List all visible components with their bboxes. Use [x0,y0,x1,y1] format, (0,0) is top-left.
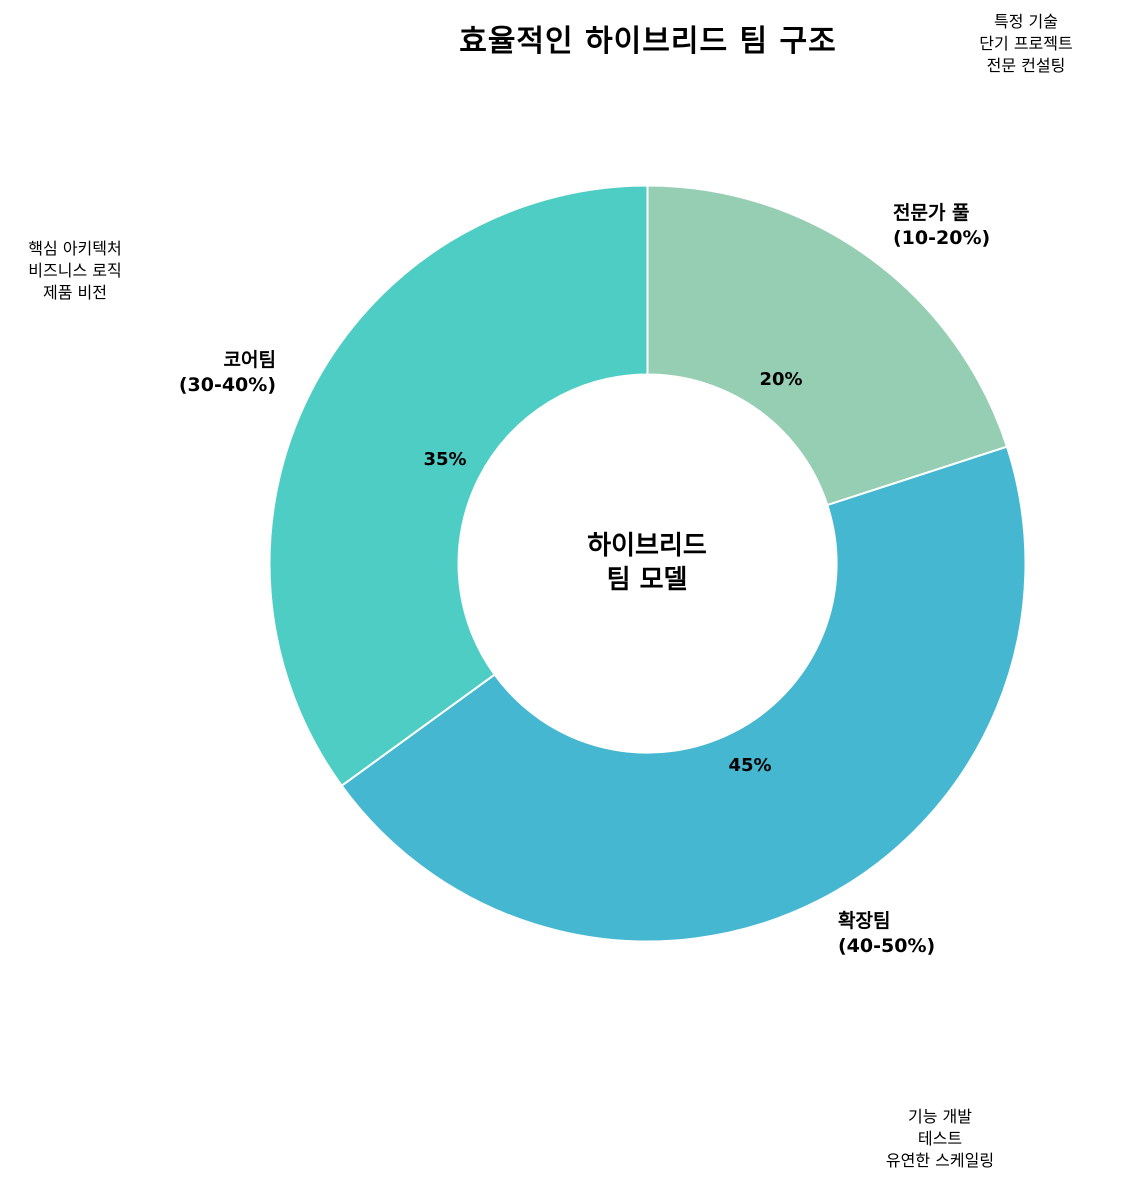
pct-label-core: 35% [423,449,467,470]
pct-label-extended: 45% [728,755,772,776]
center-label: 하이브리드 팀 모델 [587,531,707,595]
annotation-expert: 특정 기술 단기 프로젝트 전문 컨설팅 [979,12,1073,75]
slice-extended-team [340,445,1027,943]
annotation-core: 핵심 아키텍처 비즈니스 로직 제품 비전 [28,239,122,302]
category-label-expert: 전문가 풀 (10-20%) [893,202,991,249]
pct-label-expert: 20% [759,369,803,390]
slice-expert-pool [646,184,1008,507]
annotation-extended: 기능 개발 테스트 유연한 스케일링 [885,1107,995,1170]
slice-core-team [268,184,649,787]
category-label-extended: 확장팀 (40-50%) [838,910,936,957]
chart-title: 효율적인 하이브리드 팀 구조 [459,24,837,59]
category-label-core: 코어팀 (30-40%) [178,349,276,396]
